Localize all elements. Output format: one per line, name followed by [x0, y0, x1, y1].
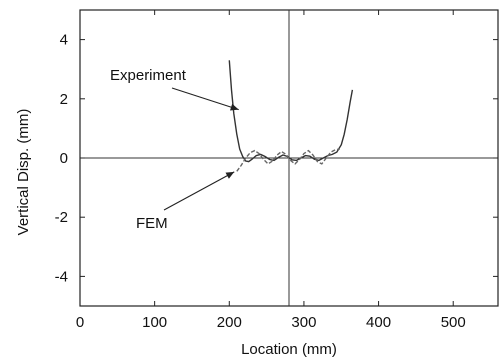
y-tick-label: -2 [55, 209, 68, 226]
annotation-label-experiment: Experiment [110, 67, 187, 84]
y-tick-label: 4 [60, 32, 68, 49]
annotation-label-fem: FEM [136, 215, 168, 232]
x-tick-label: 0 [76, 314, 84, 331]
y-tick-label: -4 [55, 268, 68, 285]
series-line-experiment [228, 60, 354, 163]
annotation-layer: Experiment FEM [110, 67, 239, 232]
x-tick-label: 300 [291, 314, 316, 331]
y-tick-label: 2 [60, 91, 68, 108]
x-tick-label: 100 [142, 314, 167, 331]
x-axis-title: Location (mm) [241, 341, 337, 358]
y-tick-label: 0 [60, 150, 68, 167]
annotation-arrowhead-fem [225, 171, 235, 179]
x-tick-label: 500 [441, 314, 466, 331]
x-tick-label: 400 [366, 314, 391, 331]
annotation-arrow-experiment [171, 87, 239, 111]
y-axis-title: Vertical Disp. (mm) [15, 109, 32, 236]
x-tick-label: 200 [217, 314, 242, 331]
annotation-arrow-fem [163, 171, 235, 211]
series-line-fem [236, 148, 340, 172]
ticks-layer: 0 100 200 300 400 500 -4 -2 0 2 4 [55, 10, 498, 331]
series-layer [228, 60, 354, 172]
annotation-arrowhead-experiment [230, 103, 239, 111]
